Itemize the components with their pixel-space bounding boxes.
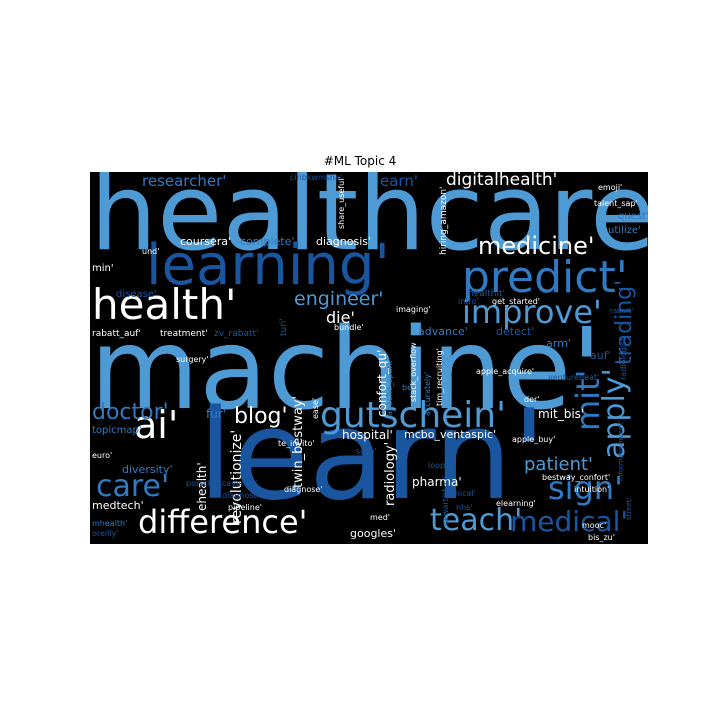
word-37: pharma' [412, 475, 462, 489]
word-69: apache_spark' [385, 358, 394, 416]
word-51: healthit' [468, 289, 505, 299]
word-77: scan' [356, 447, 377, 456]
word-46: auf' [590, 349, 611, 362]
word-41: diagnosis' [316, 235, 372, 248]
word-53: rabatt_auf' [92, 329, 141, 339]
word-35: fur' [206, 407, 227, 421]
word-58: imaging' [396, 305, 431, 314]
word-43: advance' [418, 325, 468, 338]
word-86: porsche_cayenne' [186, 479, 259, 488]
word-87: diagnostic' [222, 491, 266, 500]
word-45: arm' [546, 337, 571, 350]
word-30: radiology' [383, 441, 398, 506]
word-8: difference' [138, 503, 308, 541]
word-59: surgery' [176, 355, 209, 364]
word-62: apple_acquire' [476, 367, 535, 376]
word-3: learning' [146, 233, 390, 298]
word-16: medicine' [478, 232, 595, 260]
word-61: intro' [458, 297, 479, 306]
word-50: min' [92, 263, 114, 274]
word-1: machine' [90, 305, 603, 435]
word-95: mooc' [582, 521, 607, 530]
word-29: hospital' [342, 428, 393, 442]
word-12: care' [96, 469, 170, 504]
word-49: disease' [116, 289, 157, 300]
word-71: cinbkwmsha' [290, 173, 343, 182]
word-38: googles' [350, 527, 397, 540]
word-57: bundle' [334, 323, 364, 332]
word-13: medical' [510, 505, 629, 538]
word-36: mcbo_ventaspic' [404, 428, 497, 441]
word-78: loop' [428, 461, 448, 470]
word-73: talent_sap' [594, 199, 638, 208]
word-88: pipeline' [228, 503, 262, 512]
word-42: topicmap' [92, 425, 142, 436]
word-91: clinical' [446, 489, 476, 498]
word-32: diversity' [122, 463, 173, 476]
word-97: street' [625, 497, 633, 520]
word-85: euro' [92, 451, 113, 460]
word-94: med' [370, 513, 390, 522]
word-72: emoji' [598, 183, 623, 192]
word-92: nhs' [456, 503, 473, 512]
word-64: radiologist' [619, 335, 628, 380]
word-99: oreilly' [92, 529, 119, 538]
word-2: learn' [198, 384, 547, 528]
word-52: hiring_amazon' [439, 186, 449, 255]
word-66: stack_overflow [409, 342, 418, 402]
word-21: patient' [524, 454, 594, 475]
word-17: doctor' [92, 400, 169, 425]
word-96: bis_zu' [588, 533, 615, 542]
word-84: informationweek' [617, 420, 625, 481]
word-10: sign' [548, 469, 623, 507]
chart-title: #ML Topic 4 [323, 154, 397, 168]
word-93: elearning' [496, 499, 536, 508]
word-0: healthcare' [90, 172, 648, 274]
word-70: share_useful' [337, 176, 346, 229]
word-40: complete' [240, 235, 295, 248]
word-65: bei' [402, 383, 417, 392]
word-9: improve' [462, 293, 602, 331]
word-19: blog' [234, 404, 288, 429]
word-4: predict' [462, 252, 628, 303]
word-44: detect' [496, 325, 535, 338]
word-76: te_invito' [278, 439, 315, 448]
word-60: get_started' [492, 297, 540, 306]
word-28: mit_bis' [538, 407, 585, 421]
word-cloud: healthcare' machine' learn' learning' predic… [90, 172, 648, 544]
word-20: engineer' [294, 288, 384, 310]
word-68: tim_recruiting' [435, 348, 444, 406]
word-75: ease' [311, 397, 320, 419]
word-22: digitalhealth' [446, 172, 558, 190]
word-83: rabatt' [610, 307, 634, 315]
word-63: venturebeat' [548, 373, 600, 382]
word-89: diagnose' [284, 485, 323, 494]
word-5: health' [92, 280, 237, 329]
word-67: accurately' [423, 371, 432, 416]
word-56: turi' [279, 318, 289, 336]
word-6: ai' [134, 403, 179, 447]
word-33: medtech' [92, 499, 144, 512]
word-90: newartist_ci' [441, 475, 450, 526]
word-24: die' [326, 308, 355, 327]
word-25: earn' [380, 172, 418, 190]
word-48: utilize' [608, 225, 641, 236]
word-7: gutschein' [320, 395, 507, 436]
word-47: quest' [618, 211, 648, 222]
word-79: der' [524, 395, 540, 404]
word-80: apple_buy' [512, 435, 556, 444]
word-98: mhealth' [92, 519, 128, 528]
word-54: treatment' [160, 329, 208, 339]
word-23: researcher' [142, 172, 227, 190]
word-74: und' [142, 247, 160, 256]
word-82: intuition' [574, 485, 610, 494]
word-15: apply' [597, 368, 632, 459]
word-39: coursera' [180, 235, 232, 248]
word-55: zv_rabatt' [214, 329, 259, 339]
word-11: teach' [430, 503, 523, 538]
word-81: bestway_confort' [542, 473, 611, 482]
